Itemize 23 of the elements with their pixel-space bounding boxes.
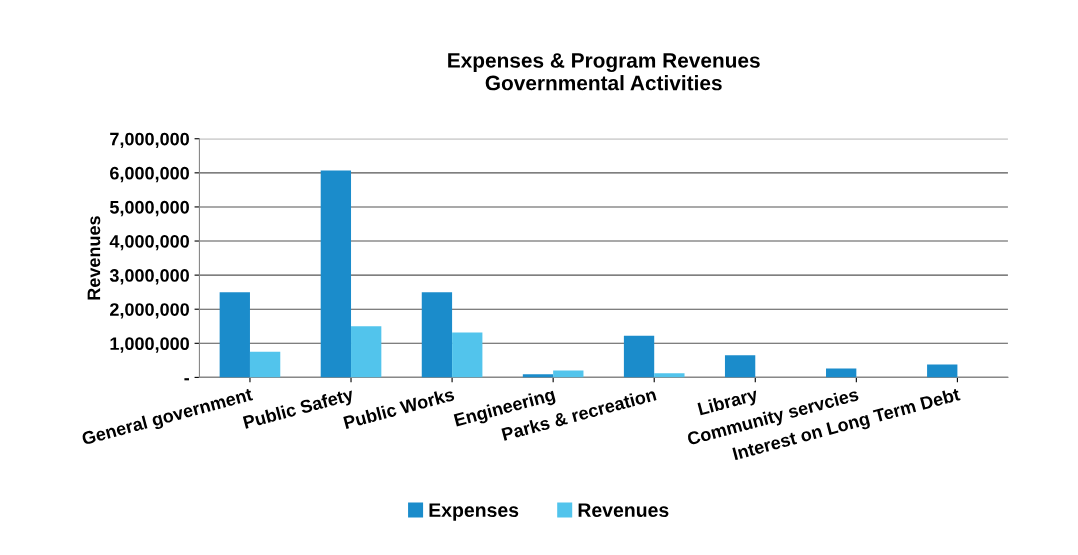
bar: [421, 292, 453, 378]
bar: [927, 364, 958, 378]
legend-label: Expenses: [429, 503, 519, 521]
legend-label: Revenues: [578, 503, 669, 518]
bar: [522, 374, 554, 378]
bar: [623, 335, 655, 378]
y-tick-label: 1,000,000: [110, 337, 189, 353]
bar: [219, 292, 250, 378]
y-tick-label: -: [184, 378, 189, 381]
y-tick-label: 6,000,000: [110, 166, 189, 183]
bar: [452, 332, 483, 378]
bar: [654, 373, 685, 378]
chart-title: Expenses & Program Revenues Governmental Activities: [448, 53, 760, 91]
bar: [249, 351, 281, 378]
y-tick-label: 7,000,000: [110, 132, 189, 149]
bar: [320, 170, 352, 378]
bar: [351, 326, 382, 378]
y-tick-label: 3,000,000: [109, 269, 189, 285]
y-tick-label: 4,000,000: [109, 234, 189, 251]
y-tick-label: 2,000,000: [110, 303, 189, 319]
y-axis-title: Revenues: [87, 216, 101, 300]
bar: [724, 355, 756, 378]
y-tick-label: 5,000,000: [109, 200, 189, 217]
